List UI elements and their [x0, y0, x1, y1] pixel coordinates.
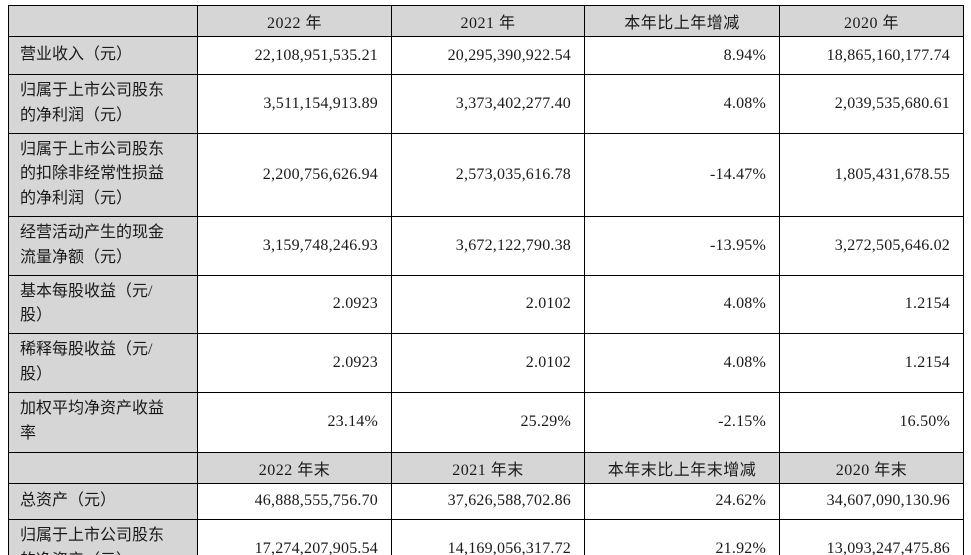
cell-value: 4.08% — [584, 274, 780, 335]
row-label: 稀释每股收益（元/股） — [8, 333, 198, 393]
column-header-yoy-change: 本年比上年增减 — [584, 5, 780, 37]
cell-value: -13.95% — [584, 215, 780, 276]
cell-value: 3,159,748,246.93 — [197, 215, 392, 276]
corner-cell — [8, 451, 198, 484]
cell-value: 4.08% — [584, 333, 780, 393]
cell-value: 23.14% — [197, 391, 392, 453]
year-end-header-row: 2022 年末 2021 年末 本年末比上年末增减 2020 年末 — [8, 451, 964, 484]
financial-summary-table: 2022 年 2021 年 本年比上年增减 2020 年 营业收入（元） 22,… — [8, 5, 964, 555]
cell-value: 3,272,505,646.02 — [779, 215, 964, 276]
column-header-2022-end: 2022 年末 — [197, 451, 392, 484]
column-header-2021-end: 2021 年末 — [391, 451, 585, 484]
cell-value: 2,039,535,680.61 — [779, 74, 964, 134]
table-row-weighted-avg-roe: 加权平均净资产收益率 23.14% 25.29% -2.15% 16.50% — [8, 391, 964, 453]
table-row-revenue: 营业收入（元） 22,108,951,535.21 20,295,390,922… — [8, 36, 964, 75]
annual-header-row: 2022 年 2021 年 本年比上年增减 2020 年 — [8, 5, 964, 37]
table-row-net-assets: 归属于上市公司股东的净资产（元） 17,274,207,905.54 14,16… — [8, 518, 964, 555]
cell-value: 8.94% — [584, 36, 780, 75]
corner-cell — [8, 5, 198, 37]
cell-value: 18,865,160,177.74 — [779, 36, 964, 75]
cell-value: 14,169,056,317.72 — [391, 518, 585, 555]
row-label: 总资产（元） — [8, 482, 198, 520]
cell-value: 3,511,154,913.89 — [197, 74, 392, 134]
column-header-2020: 2020 年 — [779, 5, 964, 37]
row-label: 归属于上市公司股东的净资产（元） — [8, 518, 198, 555]
table-row-net-profit-excl-nonrecurring: 归属于上市公司股东的扣除非经常性损益的净利润（元） 2,200,756,626.… — [8, 132, 964, 217]
cell-value: 2,573,035,616.78 — [391, 132, 585, 217]
cell-value: -14.47% — [584, 132, 780, 217]
cell-value: 34,607,090,130.96 — [779, 482, 964, 520]
cell-value: 46,888,555,756.70 — [197, 482, 392, 520]
column-header-yoy-end-change: 本年末比上年末增减 — [584, 451, 780, 484]
cell-value: 13,093,247,475.86 — [779, 518, 964, 555]
row-label: 经营活动产生的现金流量净额（元） — [8, 215, 198, 276]
table-row-basic-eps: 基本每股收益（元/股） 2.0923 2.0102 4.08% 1.2154 — [8, 274, 964, 335]
cell-value: 16.50% — [779, 391, 964, 453]
column-header-2021: 2021 年 — [391, 5, 585, 37]
cell-value: 20,295,390,922.54 — [391, 36, 585, 75]
cell-value: 2,200,756,626.94 — [197, 132, 392, 217]
row-label: 加权平均净资产收益率 — [8, 391, 198, 453]
cell-value: 3,373,402,277.40 — [391, 74, 585, 134]
row-label: 基本每股收益（元/股） — [8, 274, 198, 335]
cell-value: 3,672,122,790.38 — [391, 215, 585, 276]
cell-value: 1,805,431,678.55 — [779, 132, 964, 217]
cell-value: 4.08% — [584, 74, 780, 134]
row-label: 归属于上市公司股东的扣除非经常性损益的净利润（元） — [8, 132, 198, 217]
cell-value: 1.2154 — [779, 333, 964, 393]
table-row-diluted-eps: 稀释每股收益（元/股） 2.0923 2.0102 4.08% 1.2154 — [8, 333, 964, 393]
cell-value: -2.15% — [584, 391, 780, 453]
cell-value: 22,108,951,535.21 — [197, 36, 392, 75]
cell-value: 2.0102 — [391, 333, 585, 393]
cell-value: 21.92% — [584, 518, 780, 555]
table-row-total-assets: 总资产（元） 46,888,555,756.70 37,626,588,702.… — [8, 482, 964, 520]
row-label: 归属于上市公司股东的净利润（元） — [8, 74, 198, 134]
cell-value: 2.0102 — [391, 274, 585, 335]
cell-value: 25.29% — [391, 391, 585, 453]
table-row-operating-cash-flow: 经营活动产生的现金流量净额（元） 3,159,748,246.93 3,672,… — [8, 215, 964, 276]
row-label: 营业收入（元） — [8, 36, 198, 75]
cell-value: 17,274,207,905.54 — [197, 518, 392, 555]
cell-value: 2.0923 — [197, 274, 392, 335]
column-header-2020-end: 2020 年末 — [779, 451, 964, 484]
column-header-2022: 2022 年 — [197, 5, 392, 37]
cell-value: 24.62% — [584, 482, 780, 520]
cell-value: 2.0923 — [197, 333, 392, 393]
cell-value: 1.2154 — [779, 274, 964, 335]
table-row-net-profit: 归属于上市公司股东的净利润（元） 3,511,154,913.89 3,373,… — [8, 74, 964, 134]
cell-value: 37,626,588,702.86 — [391, 482, 585, 520]
